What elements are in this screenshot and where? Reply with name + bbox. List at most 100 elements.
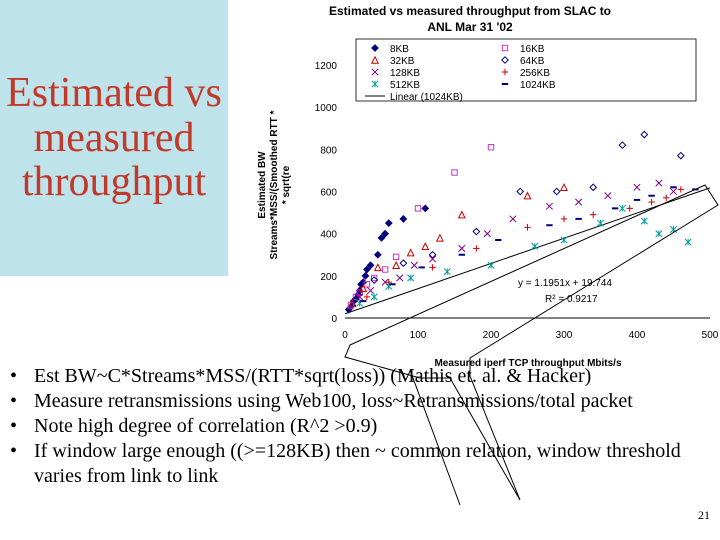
data-point — [684, 238, 692, 246]
data-point — [392, 253, 400, 261]
data-point — [483, 230, 491, 238]
data-point — [669, 225, 678, 234]
data-point — [373, 263, 382, 272]
y-tick-label: 0 — [331, 314, 337, 325]
legend-label: 32KB — [390, 56, 415, 67]
data-point — [523, 191, 532, 200]
data-point — [596, 219, 605, 227]
data-point — [648, 198, 655, 206]
data-point — [655, 230, 663, 238]
data-point — [370, 293, 378, 301]
data-point — [640, 130, 649, 139]
data-point — [381, 266, 389, 273]
data-point — [361, 271, 370, 280]
data-point — [472, 227, 481, 236]
y-tick-label: 1200 — [315, 61, 338, 72]
data-point — [604, 192, 612, 200]
data-point — [457, 210, 466, 219]
legend-marker — [371, 68, 379, 76]
series-16KB — [347, 144, 495, 309]
data-point — [399, 215, 408, 223]
data-point — [410, 261, 418, 269]
y-axis-title-line: Estimated BW — [257, 151, 268, 219]
data-point — [473, 245, 480, 252]
data-point — [552, 187, 561, 196]
plot-area: 0 100 200 300 400 500 0 200 400 600 800 1000 1200 — [315, 61, 719, 341]
series-128KB — [356, 179, 678, 301]
x-tick-label: 500 — [702, 330, 719, 341]
data-point — [421, 241, 430, 251]
legend-marker — [501, 44, 509, 52]
y-tick-label: 800 — [320, 145, 337, 156]
data-point — [509, 215, 517, 223]
bullet-list: Est BW~C*Streams*MSS/(RTT*sqrt(loss)) (M… — [10, 364, 710, 489]
y-axis-title: Estimated BW Streams*MSS/(Smoothed RTT * *… — [257, 110, 292, 259]
legend-marker — [501, 56, 509, 64]
data-point — [487, 144, 495, 151]
data-point — [458, 244, 466, 252]
legend-label: 512KB — [390, 80, 420, 91]
data-point — [640, 217, 648, 225]
legend-marker — [371, 80, 379, 88]
data-point — [590, 211, 597, 218]
data-point — [575, 198, 583, 206]
data-point — [371, 274, 378, 282]
slide-title-box: Estimated vs measured throughput — [0, 0, 228, 276]
data-point — [399, 259, 408, 268]
data-point — [669, 187, 678, 196]
bullet-item: Est BW~C*Streams*MSS/(RTT*sqrt(loss)) (M… — [10, 364, 710, 389]
data-point — [421, 204, 430, 213]
data-point — [545, 202, 553, 210]
data-point — [392, 260, 401, 269]
data-point — [676, 151, 685, 160]
y-tick-label: 200 — [320, 272, 337, 283]
y-tick-label: 1000 — [315, 103, 338, 114]
data-point — [516, 187, 525, 196]
data-point — [366, 287, 375, 295]
data-point — [589, 183, 598, 192]
series-8KB — [344, 204, 430, 314]
data-point — [373, 250, 382, 259]
chart-title-line1: Estimated vs measured throughput from SL… — [329, 4, 611, 18]
data-point — [655, 179, 663, 187]
data-point — [384, 219, 393, 228]
x-tick-label: 0 — [342, 330, 348, 341]
scatter-chart: Estimated vs measured throughput from SL… — [257, 4, 719, 369]
data-point — [487, 261, 495, 269]
slide-title: Estimated vs measured throughput — [6, 69, 222, 206]
data-point — [429, 255, 437, 263]
legend-label: 128KB — [390, 68, 420, 79]
data-point — [451, 169, 458, 176]
bullet-item: Measure retransmissions using Web100, lo… — [10, 389, 710, 414]
bullet-item: If window large enough ((>=128KB) then ~… — [10, 439, 710, 489]
fit-line — [344, 187, 711, 315]
y-axis-title-line: * sqrt(re — [281, 165, 292, 204]
series-32KB — [348, 90, 656, 307]
legend-marker — [501, 68, 509, 76]
legend-label: 256KB — [520, 68, 550, 79]
legend-label: 1024KB — [520, 80, 556, 91]
x-tick-label: 400 — [629, 330, 646, 341]
data-point — [396, 274, 404, 282]
data-point — [626, 205, 633, 212]
data-point — [429, 264, 436, 271]
data-point — [531, 242, 539, 250]
x-tick-label: 100 — [410, 330, 427, 341]
fit-r-squared: R² = 0.9217 — [545, 294, 598, 305]
data-point — [524, 224, 531, 231]
page-number: 21 — [698, 508, 710, 522]
data-point — [560, 236, 568, 244]
bullet-item: Note high degree of correlation (R^2 >0.… — [10, 414, 710, 439]
legend-label: 16KB — [520, 44, 545, 55]
legend-box — [355, 38, 697, 102]
data-point — [618, 204, 626, 212]
data-point — [633, 183, 641, 191]
data-point — [560, 215, 568, 223]
legend-marker — [370, 55, 380, 64]
x-tick-label: 200 — [483, 330, 500, 341]
data-point — [406, 248, 415, 257]
x-tick-label: 300 — [556, 330, 573, 341]
y-tick-label: 600 — [320, 188, 337, 199]
data-point — [435, 233, 444, 242]
data-point — [407, 274, 415, 282]
